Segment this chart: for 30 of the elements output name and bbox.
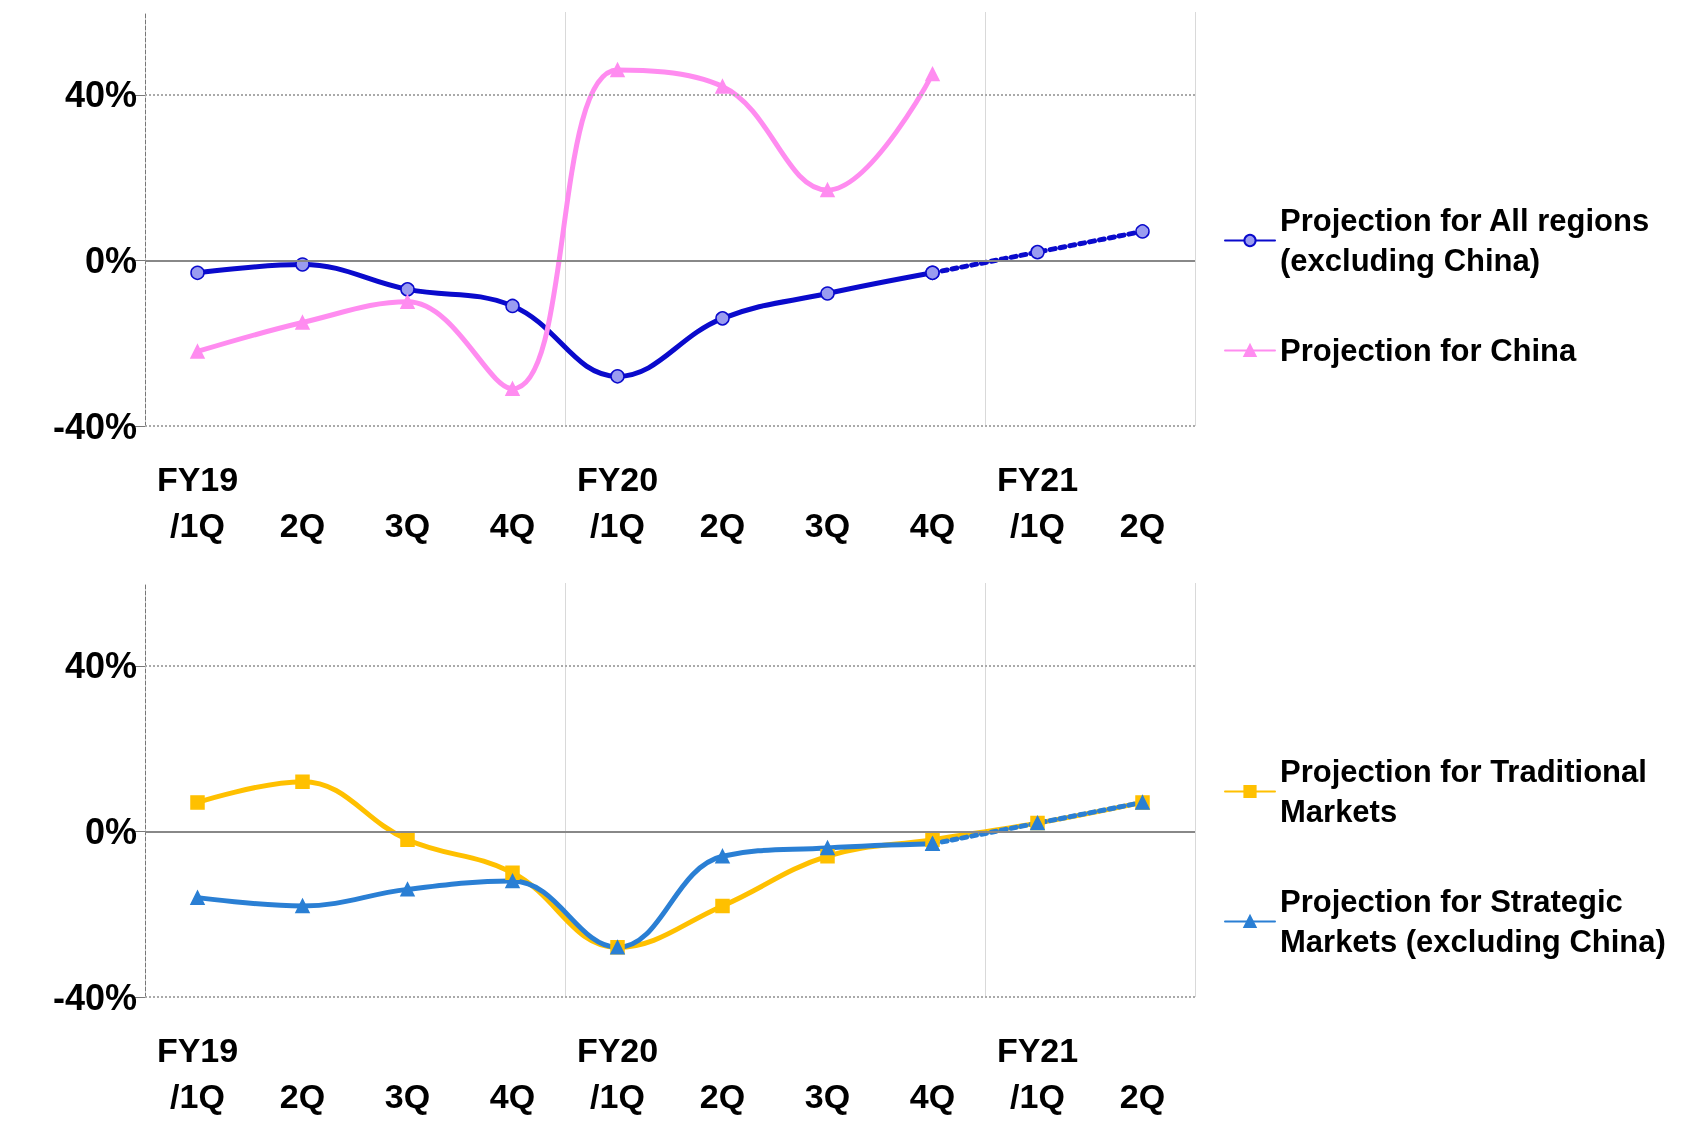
y-tick-label: 40% — [64, 645, 137, 687]
x-tick-label: 4Q — [909, 506, 956, 544]
x-tick-label: 3Q — [384, 1077, 431, 1115]
legend-label: Projection for Strategic Markets (excluding China) — [1280, 884, 1666, 959]
y-tick-label: -40% — [52, 405, 137, 447]
x-tick-label: 4Q — [489, 1077, 536, 1115]
legend-label: Projection for China — [1280, 333, 1577, 368]
x-tick-label: FY19 /1Q — [156, 460, 239, 544]
x-tick-label: 2Q — [279, 506, 326, 544]
x-tick-label: 3Q — [804, 506, 851, 544]
x-tick-label: 2Q — [1119, 1077, 1166, 1115]
legend-label: Projection for All regions (excluding China) — [1280, 203, 1658, 278]
y-tick-label: 0% — [84, 239, 137, 281]
x-tick-label: 2Q — [1119, 506, 1166, 544]
x-tick-label: 3Q — [804, 1077, 851, 1115]
x-tick-label: 4Q — [489, 506, 536, 544]
x-tick-label: FY19 /1Q — [156, 1031, 239, 1115]
x-tick-label: 3Q — [384, 506, 431, 544]
x-tick-label: 2Q — [699, 506, 746, 544]
legend-label: Projection for Traditional Markets — [1280, 754, 1656, 829]
y-tick-label: 40% — [64, 74, 137, 116]
y-tick-label: 0% — [84, 810, 137, 852]
x-tick-label: FY21 /1Q — [996, 460, 1079, 544]
x-tick-label: FY20 /1Q — [576, 460, 659, 544]
x-tick-label: 4Q — [909, 1077, 956, 1115]
x-tick-label: FY20 /1Q — [576, 1031, 659, 1115]
y-tick-label: -40% — [52, 976, 137, 1018]
x-tick-label: FY21 /1Q — [996, 1031, 1079, 1115]
x-tick-label: 2Q — [279, 1077, 326, 1115]
x-tick-label: 2Q — [699, 1077, 746, 1115]
